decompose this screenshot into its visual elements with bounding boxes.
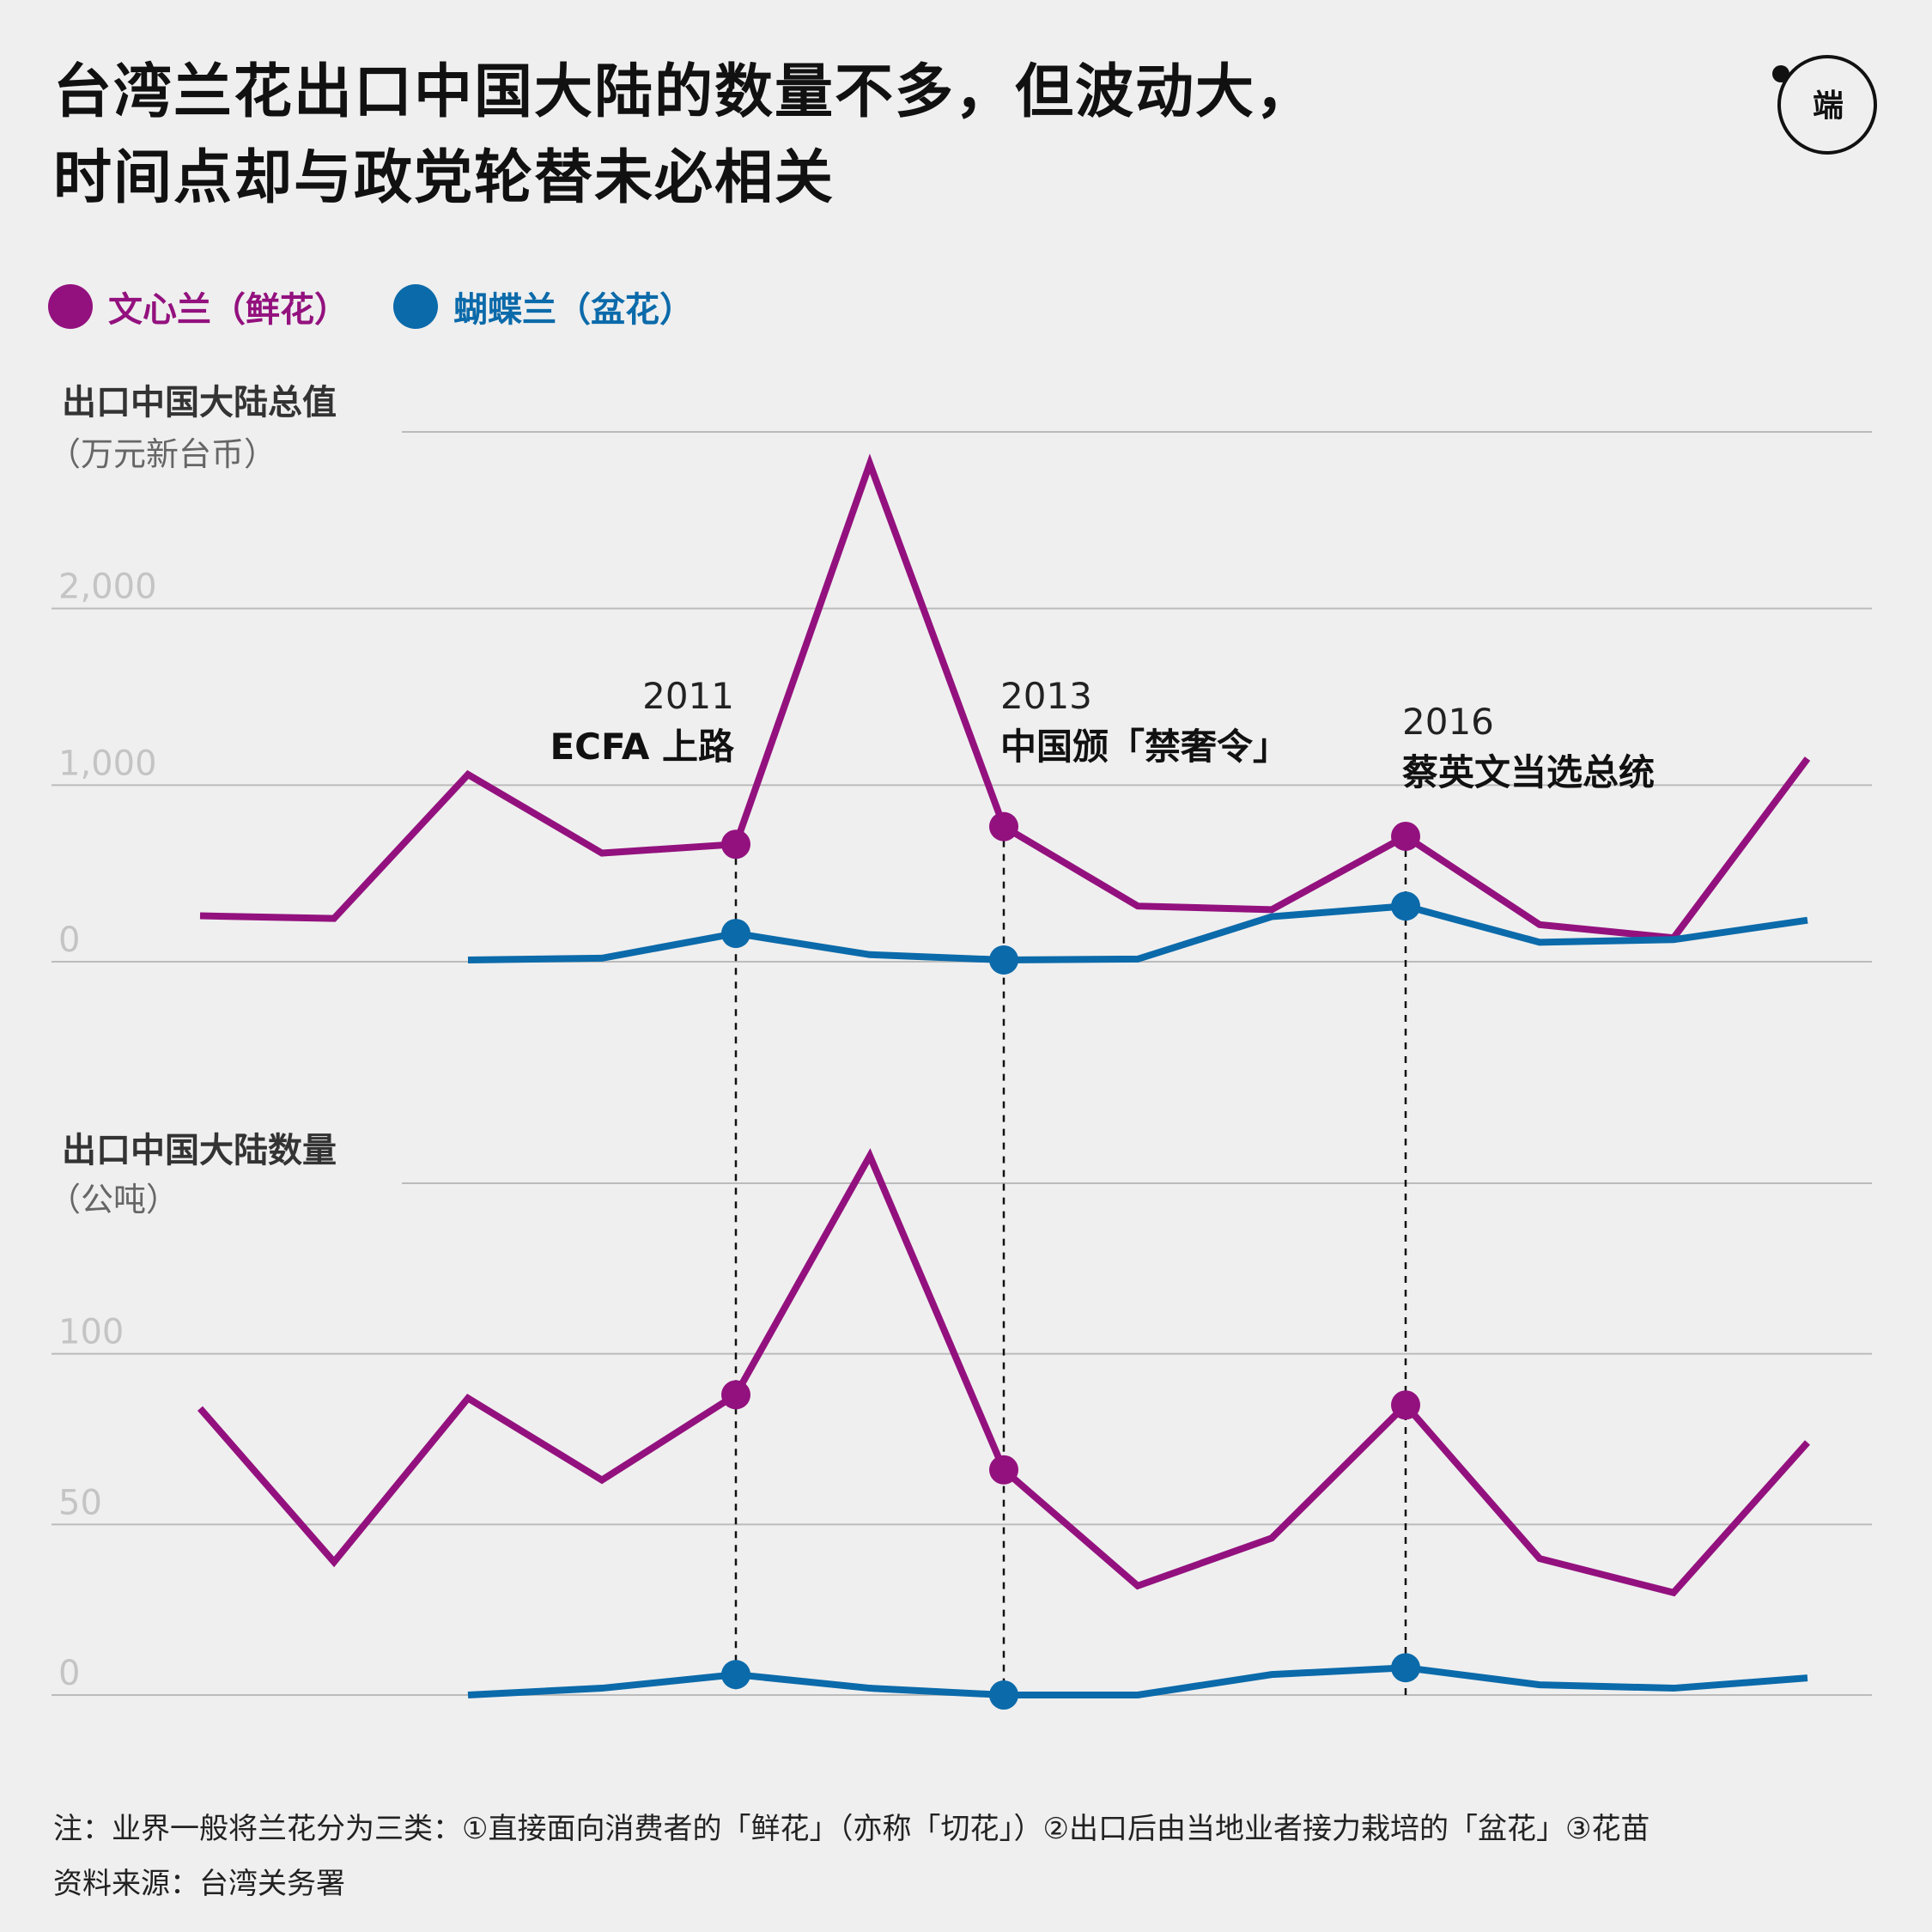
legend-label-phalaenopsis: 蝴蝶兰（盆花）: [453, 290, 694, 330]
y-tick-label: 100: [58, 1313, 124, 1352]
title-line-2: 时间点却与政党轮替未必相关: [53, 144, 835, 212]
legend: 文心兰（鲜花） 蝴蝶兰（盆花）: [48, 282, 738, 331]
data-point-marker: [721, 1660, 750, 1690]
y-tick-label: 0: [58, 1654, 80, 1693]
panel-title: 出口中国大陆总值: [62, 383, 337, 422]
annotation-year: 2013: [1000, 675, 1092, 717]
data-point-marker: [721, 919, 750, 949]
legend-dot-oncidium: [48, 284, 93, 329]
logo-dot-icon: [1772, 65, 1789, 82]
logo-text: 端: [1812, 88, 1844, 124]
legend-label-oncidium: 文心兰（鲜花）: [108, 290, 349, 330]
data-point-marker: [721, 829, 750, 860]
legend-item-oncidium: 文心兰（鲜花）: [48, 282, 349, 331]
series-line: [197, 1148, 1810, 1597]
y-tick-label: 1,000: [58, 744, 157, 783]
data-point-marker: [1391, 821, 1420, 851]
data-point-marker: [989, 1455, 1018, 1485]
title-line-1: 台湾兰花出口中国大陆的数量不多，但波动大，: [53, 58, 1316, 126]
series-line: [467, 902, 1808, 963]
y-tick-label: 0: [58, 920, 80, 960]
panel-unit: （万元新台币）: [48, 435, 276, 473]
source-note: 资料来源：台湾关务署: [53, 1867, 345, 1901]
series-line: [467, 1664, 1808, 1698]
brand-logo: 端: [1772, 55, 1877, 155]
annotation-year: 2016: [1402, 701, 1494, 743]
footer: 注：业界一般将兰花分为三类：①直接面向消费者的「鲜花」（亦称「切花」）②出口后由…: [53, 1801, 1649, 1911]
footnote: 注：业界一般将兰花分为三类：①直接面向消费者的「鲜花」（亦称「切花」）②出口后由…: [53, 1812, 1650, 1846]
panel-title: 出口中国大陆数量: [62, 1131, 337, 1170]
y-tick-label: 2,000: [58, 568, 157, 607]
data-point-marker: [721, 1380, 750, 1410]
y-tick-label: 50: [58, 1483, 102, 1522]
chart-title: 台湾兰花出口中国大陆的数量不多，但波动大， 时间点却与政党轮替未必相关: [53, 50, 1315, 222]
data-point-marker: [989, 811, 1018, 841]
legend-dot-phalaenopsis: [393, 284, 438, 329]
data-point-marker: [989, 945, 1018, 975]
annotation-label: 蔡英文当选总统: [1402, 751, 1655, 793]
annotation-year: 2011: [642, 675, 734, 717]
data-point-marker: [1391, 891, 1420, 921]
panel-unit: （公吨）: [48, 1181, 179, 1218]
data-point-marker: [1391, 1390, 1420, 1420]
annotation-label: 中国颁「禁奢令」: [1000, 726, 1289, 768]
annotation-label: ECFA 上路: [550, 726, 735, 768]
legend-item-phalaenopsis: 蝴蝶兰（盆花）: [393, 282, 694, 331]
data-point-marker: [989, 1680, 1018, 1710]
data-point-marker: [1391, 1653, 1420, 1683]
